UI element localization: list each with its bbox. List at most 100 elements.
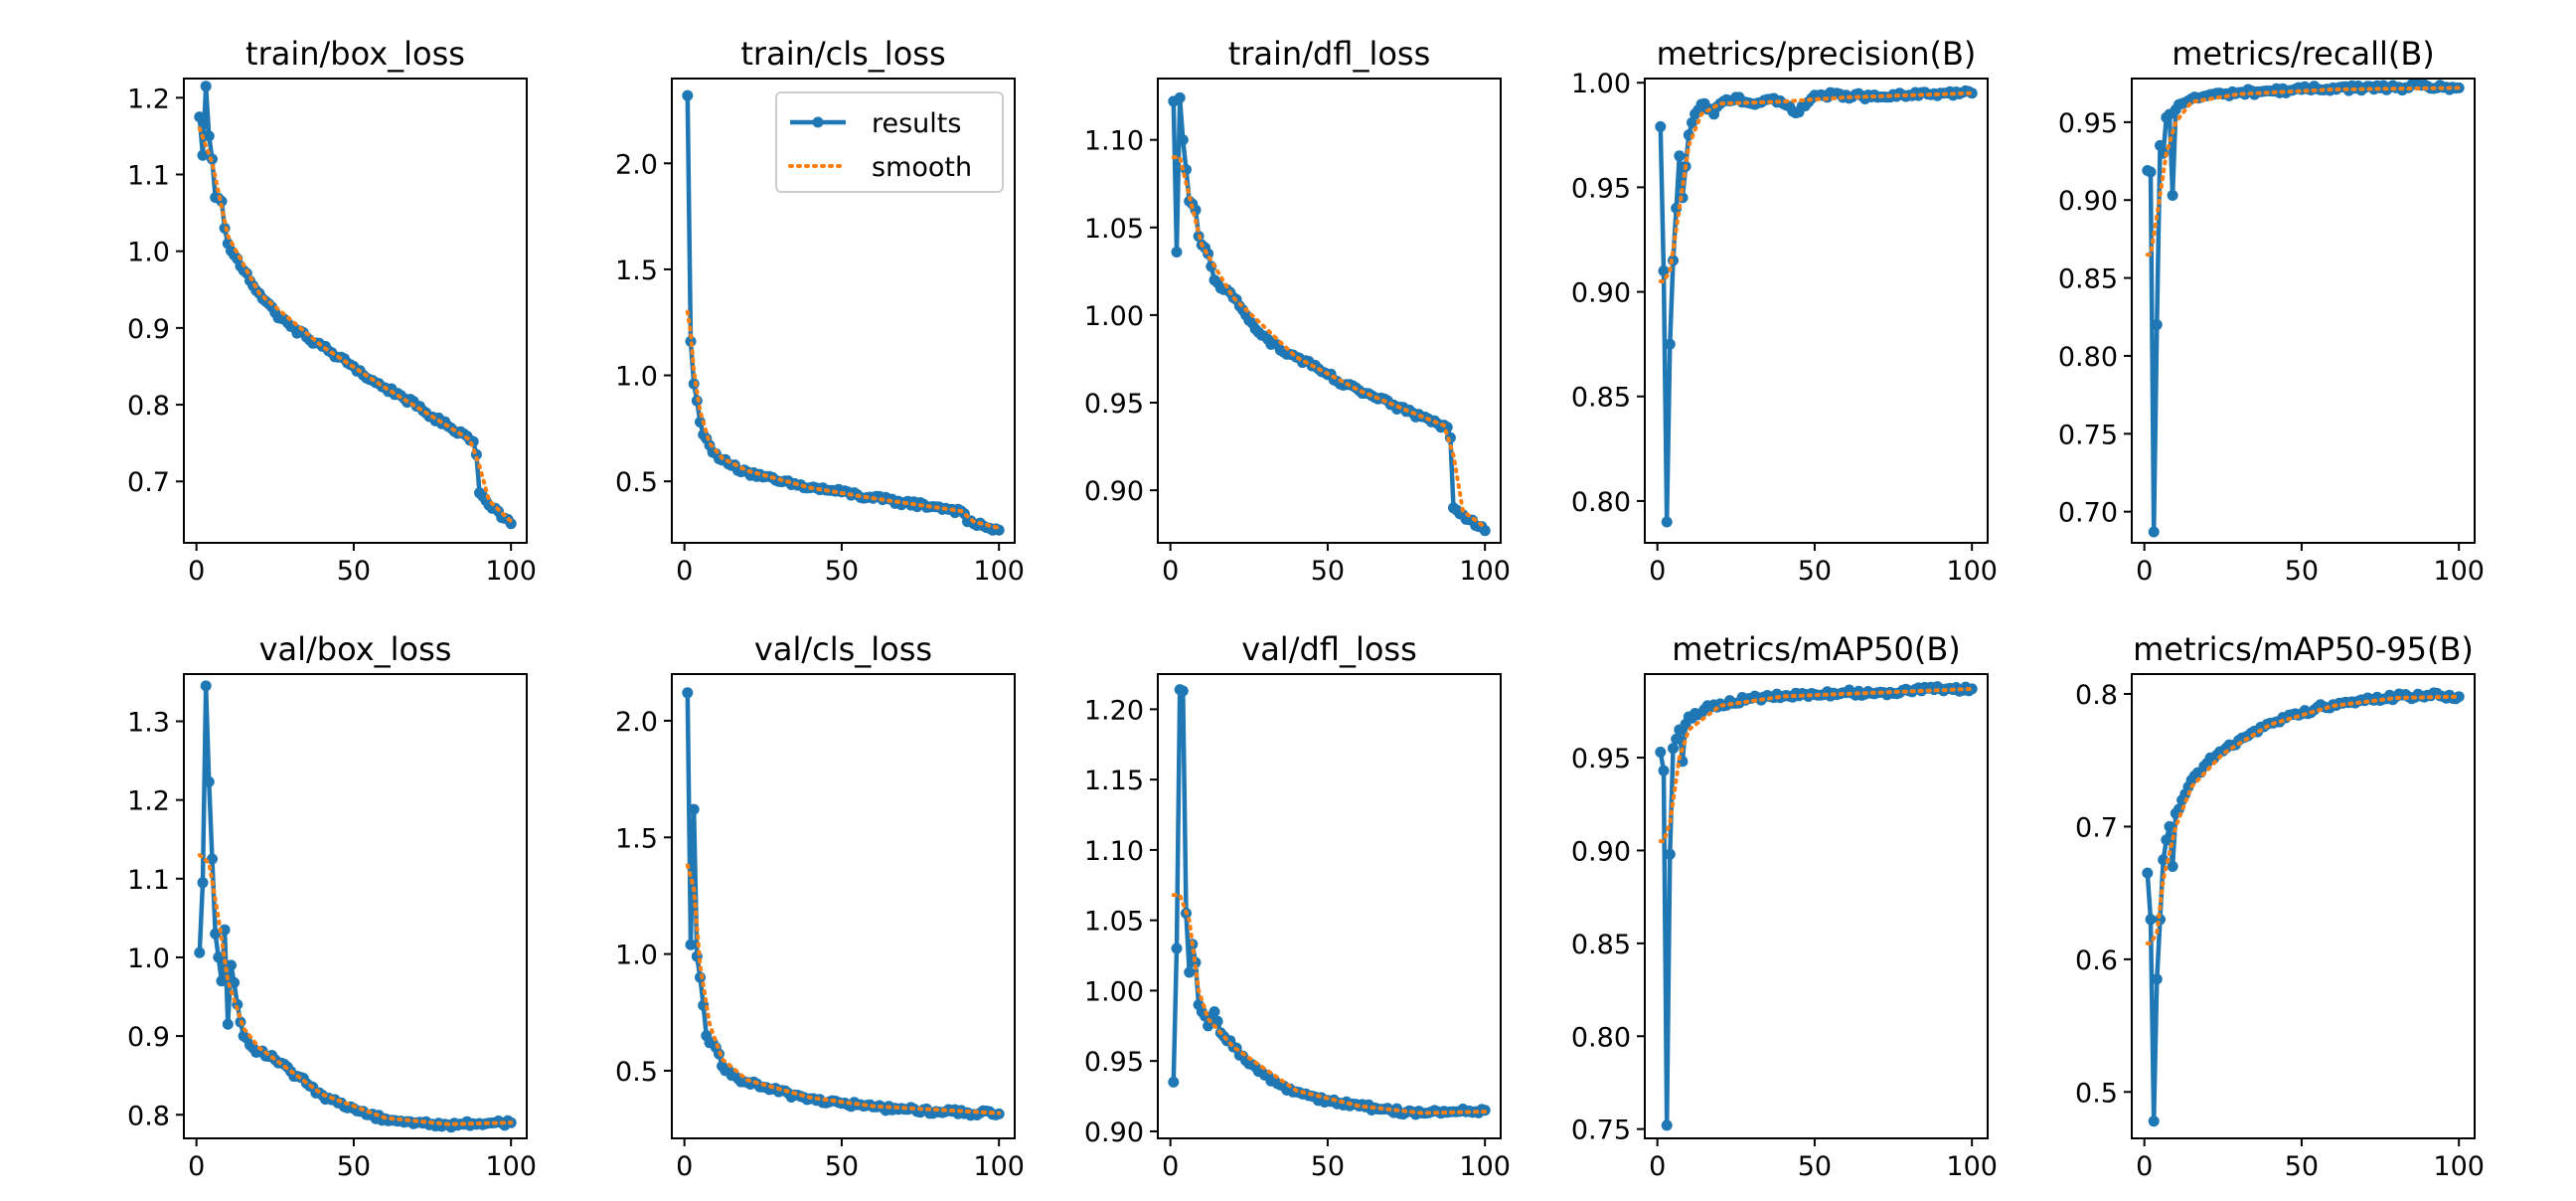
x-tick-label: 50 <box>337 1151 371 1182</box>
y-tick-label: 1.05 <box>1084 907 1144 938</box>
results-point <box>197 149 209 161</box>
x-tick-label: 100 <box>2433 556 2485 587</box>
results-point <box>1171 943 1183 954</box>
results-point <box>1966 87 1978 99</box>
x-tick-label: 0 <box>1162 556 1179 587</box>
results-point <box>1664 848 1676 860</box>
results-point <box>194 946 206 958</box>
y-tick-label: 0.80 <box>1571 1022 1631 1053</box>
x-tick-label: 0 <box>2136 1151 2153 1182</box>
x-tick-label: 100 <box>1459 1151 1511 1182</box>
x-tick-label: 50 <box>1311 1151 1345 1182</box>
results-point <box>194 111 206 123</box>
results-point <box>1655 747 1667 758</box>
x-tick-label: 0 <box>676 556 693 587</box>
y-tick-label: 0.85 <box>2058 264 2118 295</box>
y-tick-label: 1.0 <box>615 362 658 393</box>
plot-area <box>2142 687 2465 1127</box>
y-tick-label: 0.5 <box>2075 1078 2118 1109</box>
results-point <box>210 928 222 940</box>
subplot-val-box-loss: val/box_loss 0 50 100 0.8 0.9 1.0 1.1 1.2 1.3 <box>127 630 537 1182</box>
y-tick-label: 2.0 <box>615 149 658 180</box>
subplot-title: metrics/mAP50-95(B) <box>2133 630 2474 668</box>
y-tick-label: 0.7 <box>2075 812 2118 843</box>
results-point <box>2151 973 2163 985</box>
smooth-line <box>1171 155 1488 530</box>
x-tick-label: 50 <box>2285 1151 2319 1182</box>
results-point <box>685 939 697 950</box>
x-tick-label: 0 <box>676 1151 693 1182</box>
results-point <box>222 1018 234 1030</box>
plot-area <box>1655 681 1978 1131</box>
smooth-line <box>2145 86 2462 257</box>
smooth-line <box>685 863 1002 1115</box>
results-point <box>200 81 212 92</box>
results-point <box>2161 834 2173 846</box>
y-tick-label: 1.2 <box>127 84 170 114</box>
results-point <box>2145 914 2157 926</box>
y-tick-label: 2.0 <box>615 707 658 738</box>
x-tick-label: 50 <box>825 1151 859 1182</box>
results-point <box>2148 526 2160 538</box>
results-point <box>1671 733 1683 745</box>
subplot-train-box-loss: train/box_loss 0 50 100 0.7 0.8 0.9 1.0 1.1 1.2 <box>127 35 537 587</box>
results-point <box>1177 134 1189 146</box>
plot-area <box>682 89 1005 536</box>
y-tick-label: 0.70 <box>2058 498 2118 529</box>
y-tick-label: 1.0 <box>127 238 170 268</box>
subplot-title: val/box_loss <box>259 630 452 668</box>
results-point <box>2167 190 2178 201</box>
x-tick-label: 100 <box>1946 1151 1998 1182</box>
results-point <box>682 89 694 101</box>
axes-frame <box>2131 673 2476 1139</box>
smooth-line <box>1658 90 1975 283</box>
y-tick-label: 0.8 <box>2075 680 2118 711</box>
x-tick-label: 100 <box>973 556 1025 587</box>
subplot-metrics-recall-b: metrics/recall(B) 0 50 100 0.70 0.75 0.80 0.85 0… <box>2058 35 2485 587</box>
y-tick-label: 0.5 <box>615 467 658 498</box>
axes-frame <box>671 673 1016 1139</box>
y-tick-label: 0.5 <box>615 1057 658 1088</box>
y-tick-label: 1.1 <box>127 160 170 191</box>
y-tick-label: 0.95 <box>1571 744 1631 774</box>
y-tick-label: 0.8 <box>127 1101 170 1131</box>
plot-area <box>1168 91 1491 537</box>
subplot-title: metrics/mAP50(B) <box>1672 630 1961 668</box>
plot-area <box>682 687 1005 1121</box>
y-tick-label: 0.9 <box>127 1022 170 1053</box>
axes-frame <box>183 78 528 544</box>
legend-results-marker <box>812 116 824 128</box>
plot-area <box>2142 79 2465 538</box>
x-tick-label: 100 <box>485 1151 537 1182</box>
y-tick-label: 0.7 <box>127 467 170 498</box>
axes-frame <box>2131 78 2476 544</box>
y-tick-label: 1.00 <box>1084 976 1144 1007</box>
results-point <box>213 951 225 963</box>
x-tick-label: 0 <box>188 1151 205 1182</box>
results-point <box>1655 120 1667 132</box>
y-tick-label: 0.85 <box>1571 930 1631 960</box>
y-tick-label: 1.20 <box>1084 695 1144 726</box>
y-tick-label: 0.80 <box>2058 342 2118 373</box>
results-point <box>1661 1119 1673 1131</box>
x-tick-label: 100 <box>973 1151 1025 1182</box>
subplot-title: train/cls_loss <box>740 35 945 73</box>
axes-frame <box>1644 673 1989 1139</box>
y-tick-label: 0.95 <box>1571 173 1631 204</box>
results-point <box>2148 1115 2160 1127</box>
y-tick-label: 1.00 <box>1571 69 1631 99</box>
y-tick-label: 1.0 <box>127 944 170 974</box>
smooth-line <box>685 309 1002 531</box>
x-tick-label: 0 <box>2136 556 2153 587</box>
smooth-line <box>2145 694 2462 945</box>
x-tick-label: 0 <box>188 556 205 587</box>
x-tick-label: 50 <box>1798 556 1832 587</box>
results-point <box>197 877 209 889</box>
results-markers <box>1655 85 1978 528</box>
y-tick-label: 0.8 <box>127 391 170 422</box>
results-point <box>1668 743 1679 755</box>
smooth-line <box>1658 686 1975 844</box>
axes-frame <box>671 78 1016 544</box>
x-tick-label: 50 <box>1798 1151 1832 1182</box>
y-tick-label: 0.95 <box>2058 108 2118 139</box>
